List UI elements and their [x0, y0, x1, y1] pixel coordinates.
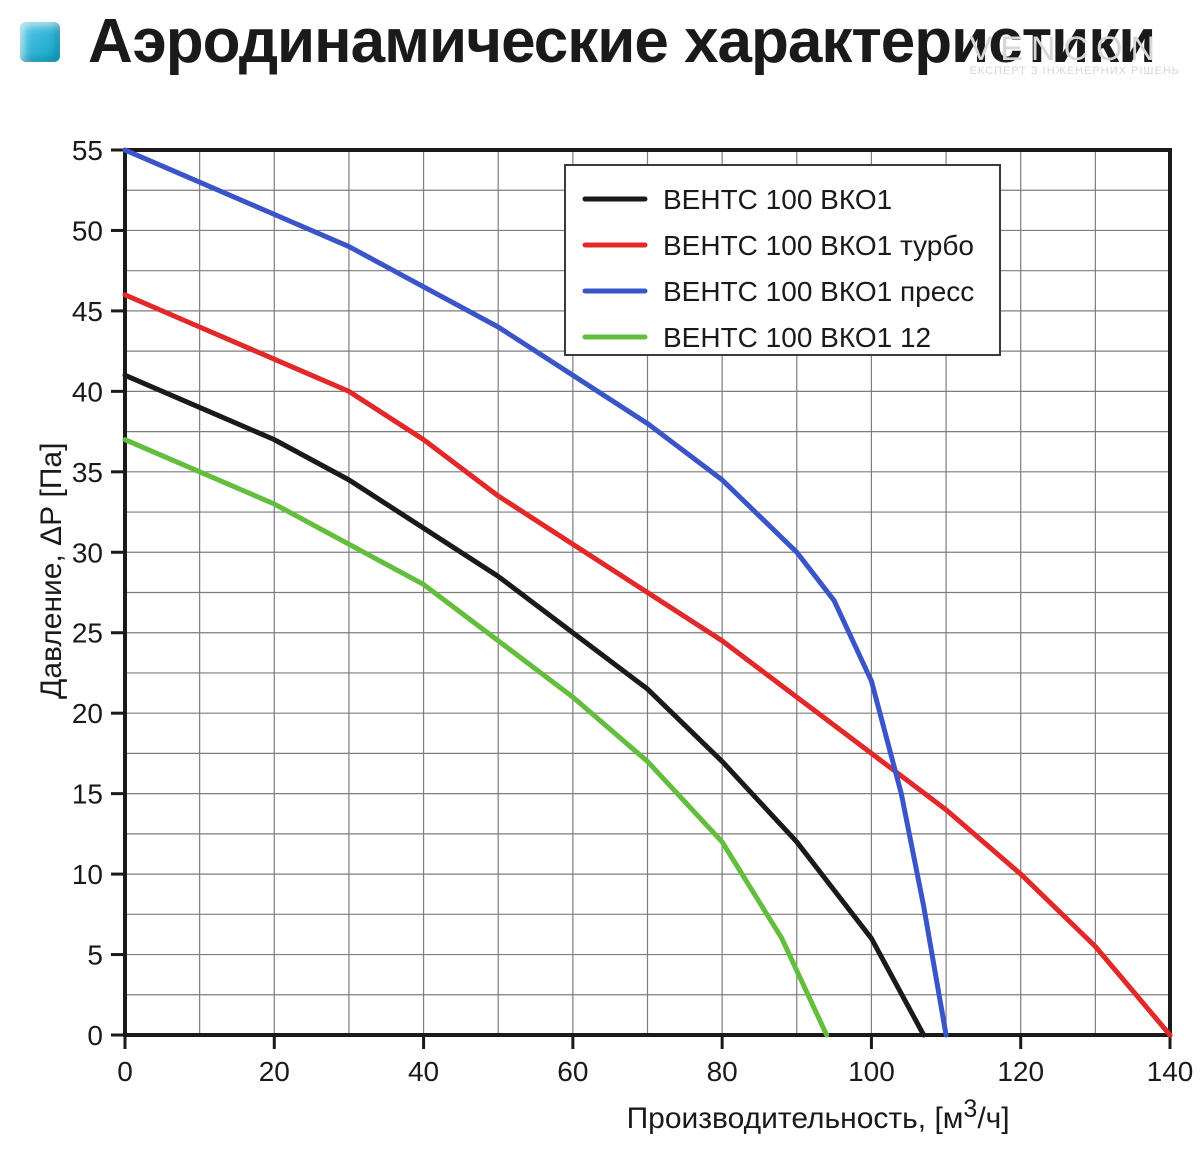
- legend-label: ВЕНТС 100 ВКО1 12: [663, 322, 931, 353]
- x-axis-label: Производительность, [м3/ч]: [627, 1095, 1010, 1136]
- series-line: [125, 440, 827, 1035]
- y-tick-label: 55: [72, 135, 103, 166]
- x-tick-label: 120: [997, 1056, 1044, 1087]
- legend-label: ВЕНТС 100 ВКО1 пресс: [663, 276, 974, 307]
- y-tick-label: 30: [72, 537, 103, 568]
- y-tick-label: 45: [72, 296, 103, 327]
- x-tick-label: 140: [1147, 1056, 1194, 1087]
- x-tick-label: 0: [117, 1056, 133, 1087]
- legend-label: ВЕНТС 100 ВКО1 турбо: [663, 230, 974, 261]
- page-root: Аэродинамические характеристики VENCON Е…: [0, 0, 1200, 1163]
- legend-label: ВЕНТС 100 ВКО1: [663, 184, 892, 215]
- y-tick-label: 15: [72, 779, 103, 810]
- y-tick-label: 10: [72, 859, 103, 890]
- y-tick-label: 0: [87, 1020, 103, 1051]
- x-tick-label: 80: [707, 1056, 738, 1087]
- x-tick-label: 60: [557, 1056, 588, 1087]
- y-tick-label: 25: [72, 618, 103, 649]
- y-tick-label: 5: [87, 940, 103, 971]
- x-tick-label: 100: [848, 1056, 895, 1087]
- y-axis-label: Давление, ΔР [Па]: [35, 442, 69, 698]
- y-tick-label: 50: [72, 215, 103, 246]
- y-tick-label: 40: [72, 376, 103, 407]
- y-tick-label: 35: [72, 457, 103, 488]
- x-tick-label: 20: [259, 1056, 290, 1087]
- y-tick-label: 20: [72, 698, 103, 729]
- aerodynamic-chart: 0 20 40 60 80 100 120 140 0 5 10 15 20 25 30 35 40 45 50 55…: [0, 0, 1200, 1163]
- x-tick-label: 40: [408, 1056, 439, 1087]
